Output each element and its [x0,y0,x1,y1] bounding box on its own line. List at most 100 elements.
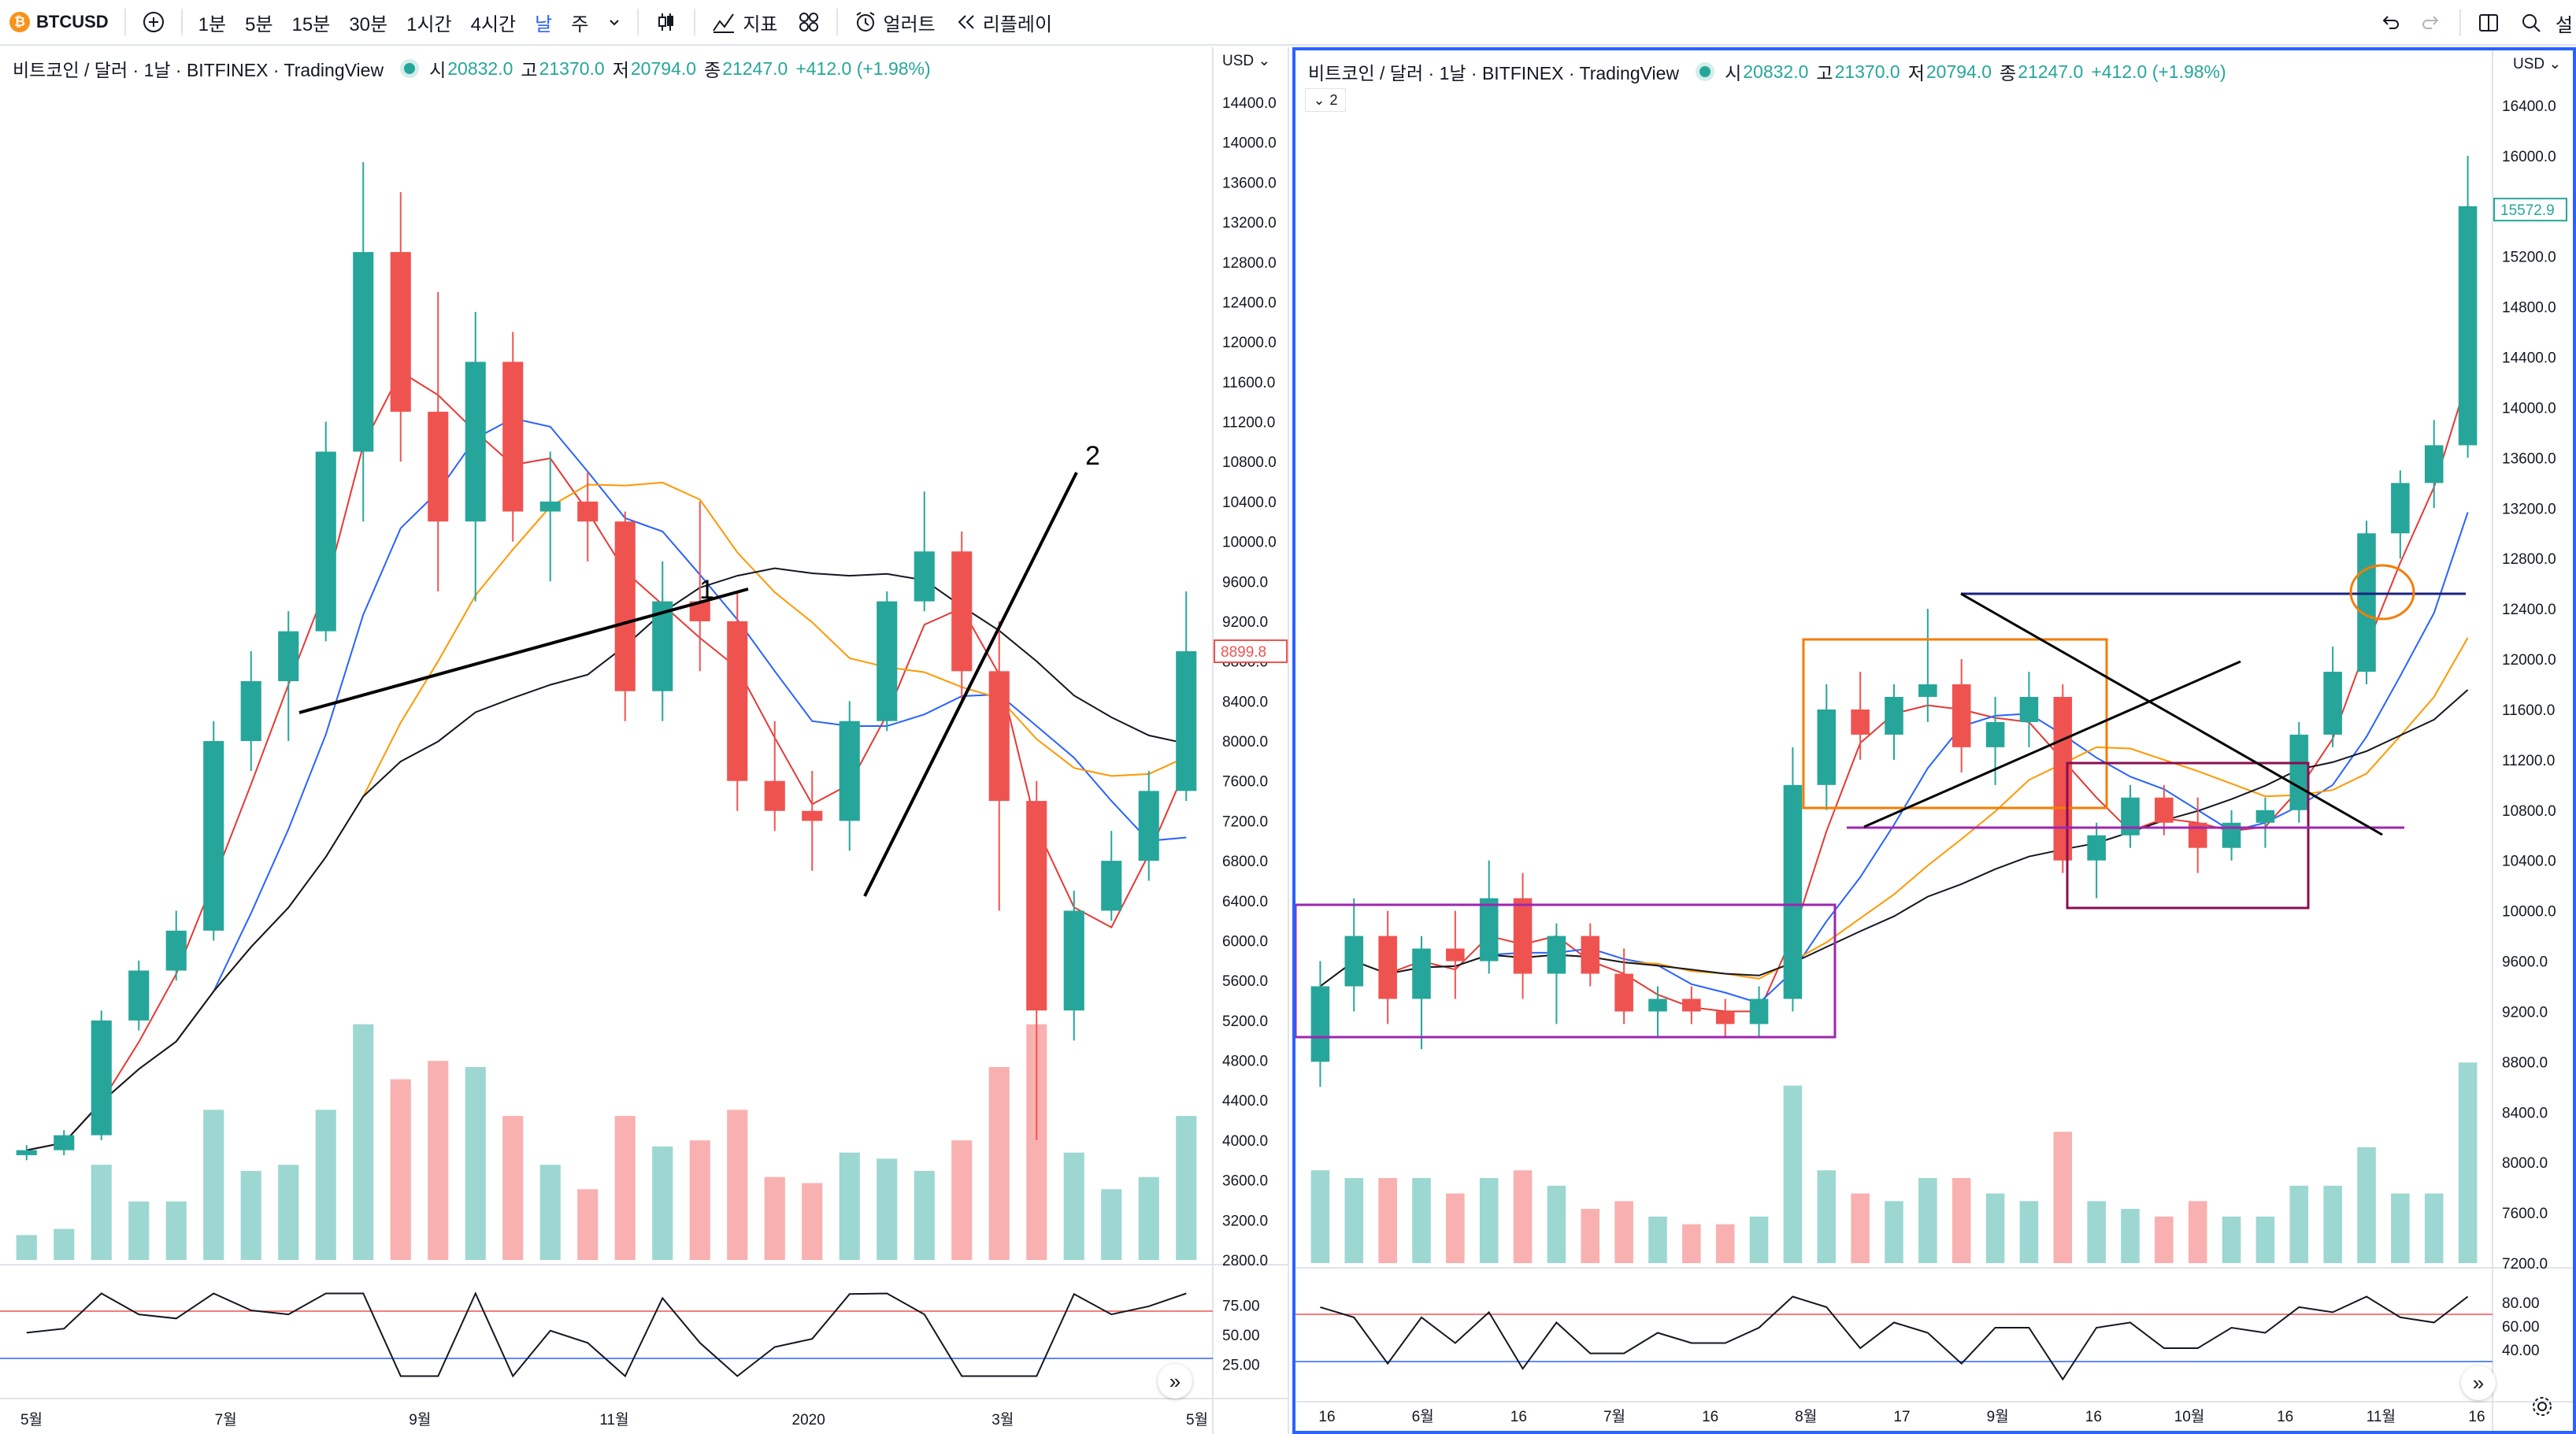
layout-split-icon[interactable] [2467,0,2510,46]
indicators-label: 지표 [743,13,778,35]
toolbar-divider [180,9,183,35]
price-tick-label: 14000.0 [2502,400,2556,417]
candle-body [1581,936,1600,974]
candle-body [1344,936,1364,987]
interval-1w[interactable]: 주 [571,13,589,35]
alert-button[interactable]: 얼러트 [844,0,945,45]
plus-circle-icon[interactable] [132,0,175,45]
undo-icon[interactable] [2368,0,2411,46]
price-tick-label: 8000.0 [2502,1155,2548,1172]
high-label: 고 [1816,63,1833,83]
interval-1h[interactable]: 1시간 [406,13,452,35]
right-chart-pane[interactable]: 16400.0 16000.0 15200.0 14800.0 14400.0 14000… [1292,47,2576,1434]
volume-bar [2188,1201,2207,1263]
currency-selector[interactable]: USD ⌄ [1222,53,1271,69]
currency-label: USD [1222,53,1255,69]
candle-body [240,681,261,742]
interval-30m[interactable]: 30분 [349,13,388,35]
price-tick-label: 10000.0 [2502,904,2556,921]
volume-bar [1918,1177,1937,1263]
price-tick-label: 10000.0 [1222,535,1277,551]
ascending-trendline [1863,660,2241,828]
interval-4h[interactable]: 4시간 [470,13,517,35]
candle-body [54,1135,75,1151]
volume-bar [2053,1132,2073,1263]
price-tick-label: 3600.0 [1222,1173,1268,1190]
price-tick-label: 12800.0 [1222,255,1277,272]
time-tick-label: 3월 [991,1411,1014,1428]
candle-body [877,601,898,721]
breakout-circle [2349,564,2415,621]
volume-bar [1063,1152,1084,1260]
low-label: 저 [612,60,629,80]
close-value: 21247.0 [722,57,788,79]
volume-bar [1581,1209,1600,1263]
replay-button[interactable]: 리플레이 [945,0,1062,45]
low-value: 20794.0 [1926,61,1992,82]
interval-5m[interactable]: 5분 [245,13,273,35]
search-icon[interactable] [2510,0,2552,46]
scroll-to-realtime-icon[interactable]: » [1158,1364,1192,1399]
scroll-to-realtime-icon[interactable]: » [2461,1365,2496,1400]
left-chart-pane[interactable]: 14400.0 14000.0 13600.0 13200.0 12800.0 12400… [0,47,1289,1434]
volume-bar [2155,1216,2174,1263]
candle-body [1648,999,1667,1012]
price-tick-label: 4800.0 [1222,1054,1268,1070]
market-open-dot-icon [1699,66,1711,77]
candle-body [1885,696,1903,735]
interval-1d[interactable]: 날 [535,13,553,35]
candle-body [1783,784,1803,999]
symbol-search-button[interactable]: ₿ BTCUSD [0,0,118,45]
candle-body [914,551,935,602]
candle-body [1479,898,1499,962]
low-value: 20794.0 [630,57,697,79]
last-price-badge [2493,198,2567,222]
volume-bar [539,1165,561,1260]
volume-bar [802,1183,823,1260]
price-tick-label: 10400.0 [2502,854,2556,870]
close-label: 종 [704,60,721,80]
volume-bar [1715,1224,1735,1263]
templates-grid-icon[interactable] [788,0,830,45]
candle-body [1817,709,1837,785]
currency-selector[interactable]: USD ⌄ [2513,56,2562,72]
price-tick-label: 13200.0 [1222,215,1277,232]
time-tick-label: 7월 [215,1411,237,1428]
volume-bar [914,1170,935,1260]
volume-bar [165,1201,187,1260]
redo-icon[interactable] [2411,0,2453,46]
price-tick-label: 13600.0 [1222,175,1277,191]
candle-body [91,1020,112,1136]
time-tick-label: 10월 [2174,1408,2205,1425]
volume-bar [1310,1170,1330,1263]
candle-body [1851,709,1870,735]
alert-label: 얼러트 [883,13,936,35]
volume-bar [2458,1062,2478,1263]
candle-body [2391,483,2410,534]
indicators-collapse-toggle[interactable]: ⌄ 2 [1305,88,1346,112]
candle-body [2357,533,2376,673]
interval-15m[interactable]: 15분 [291,13,331,35]
interval-1m[interactable]: 1분 [198,13,227,35]
right-legend: 비트코인 / 달러 · 1날 · BITFINEX · TradingView … [1308,58,2234,85]
candle-body [1026,801,1047,1011]
time-tick-label: 9월 [409,1411,431,1428]
purple-range-box [1295,903,1837,1039]
volume-bar [428,1061,449,1260]
volume-bar [689,1140,710,1260]
moving-average-line [1319,512,2469,1004]
price-tick-label: 8800.0 [2502,1054,2548,1071]
chevron-down-icon[interactable] [598,0,631,45]
indicators-button[interactable]: 지표 [702,0,787,45]
candlestick-icon[interactable] [645,0,688,45]
candle-body [203,741,224,931]
open-label: 시 [1725,63,1742,83]
settings-label[interactable]: 설 [2555,14,2573,36]
candle-body [727,621,748,781]
market-open-dot-icon [404,63,416,74]
volume-bar [1951,1177,1971,1263]
volume-bar [577,1189,599,1260]
annotation-label-1: 1 [699,575,714,605]
time-tick-label: 6월 [1412,1408,1434,1425]
gear-icon[interactable] [2530,1389,2554,1424]
